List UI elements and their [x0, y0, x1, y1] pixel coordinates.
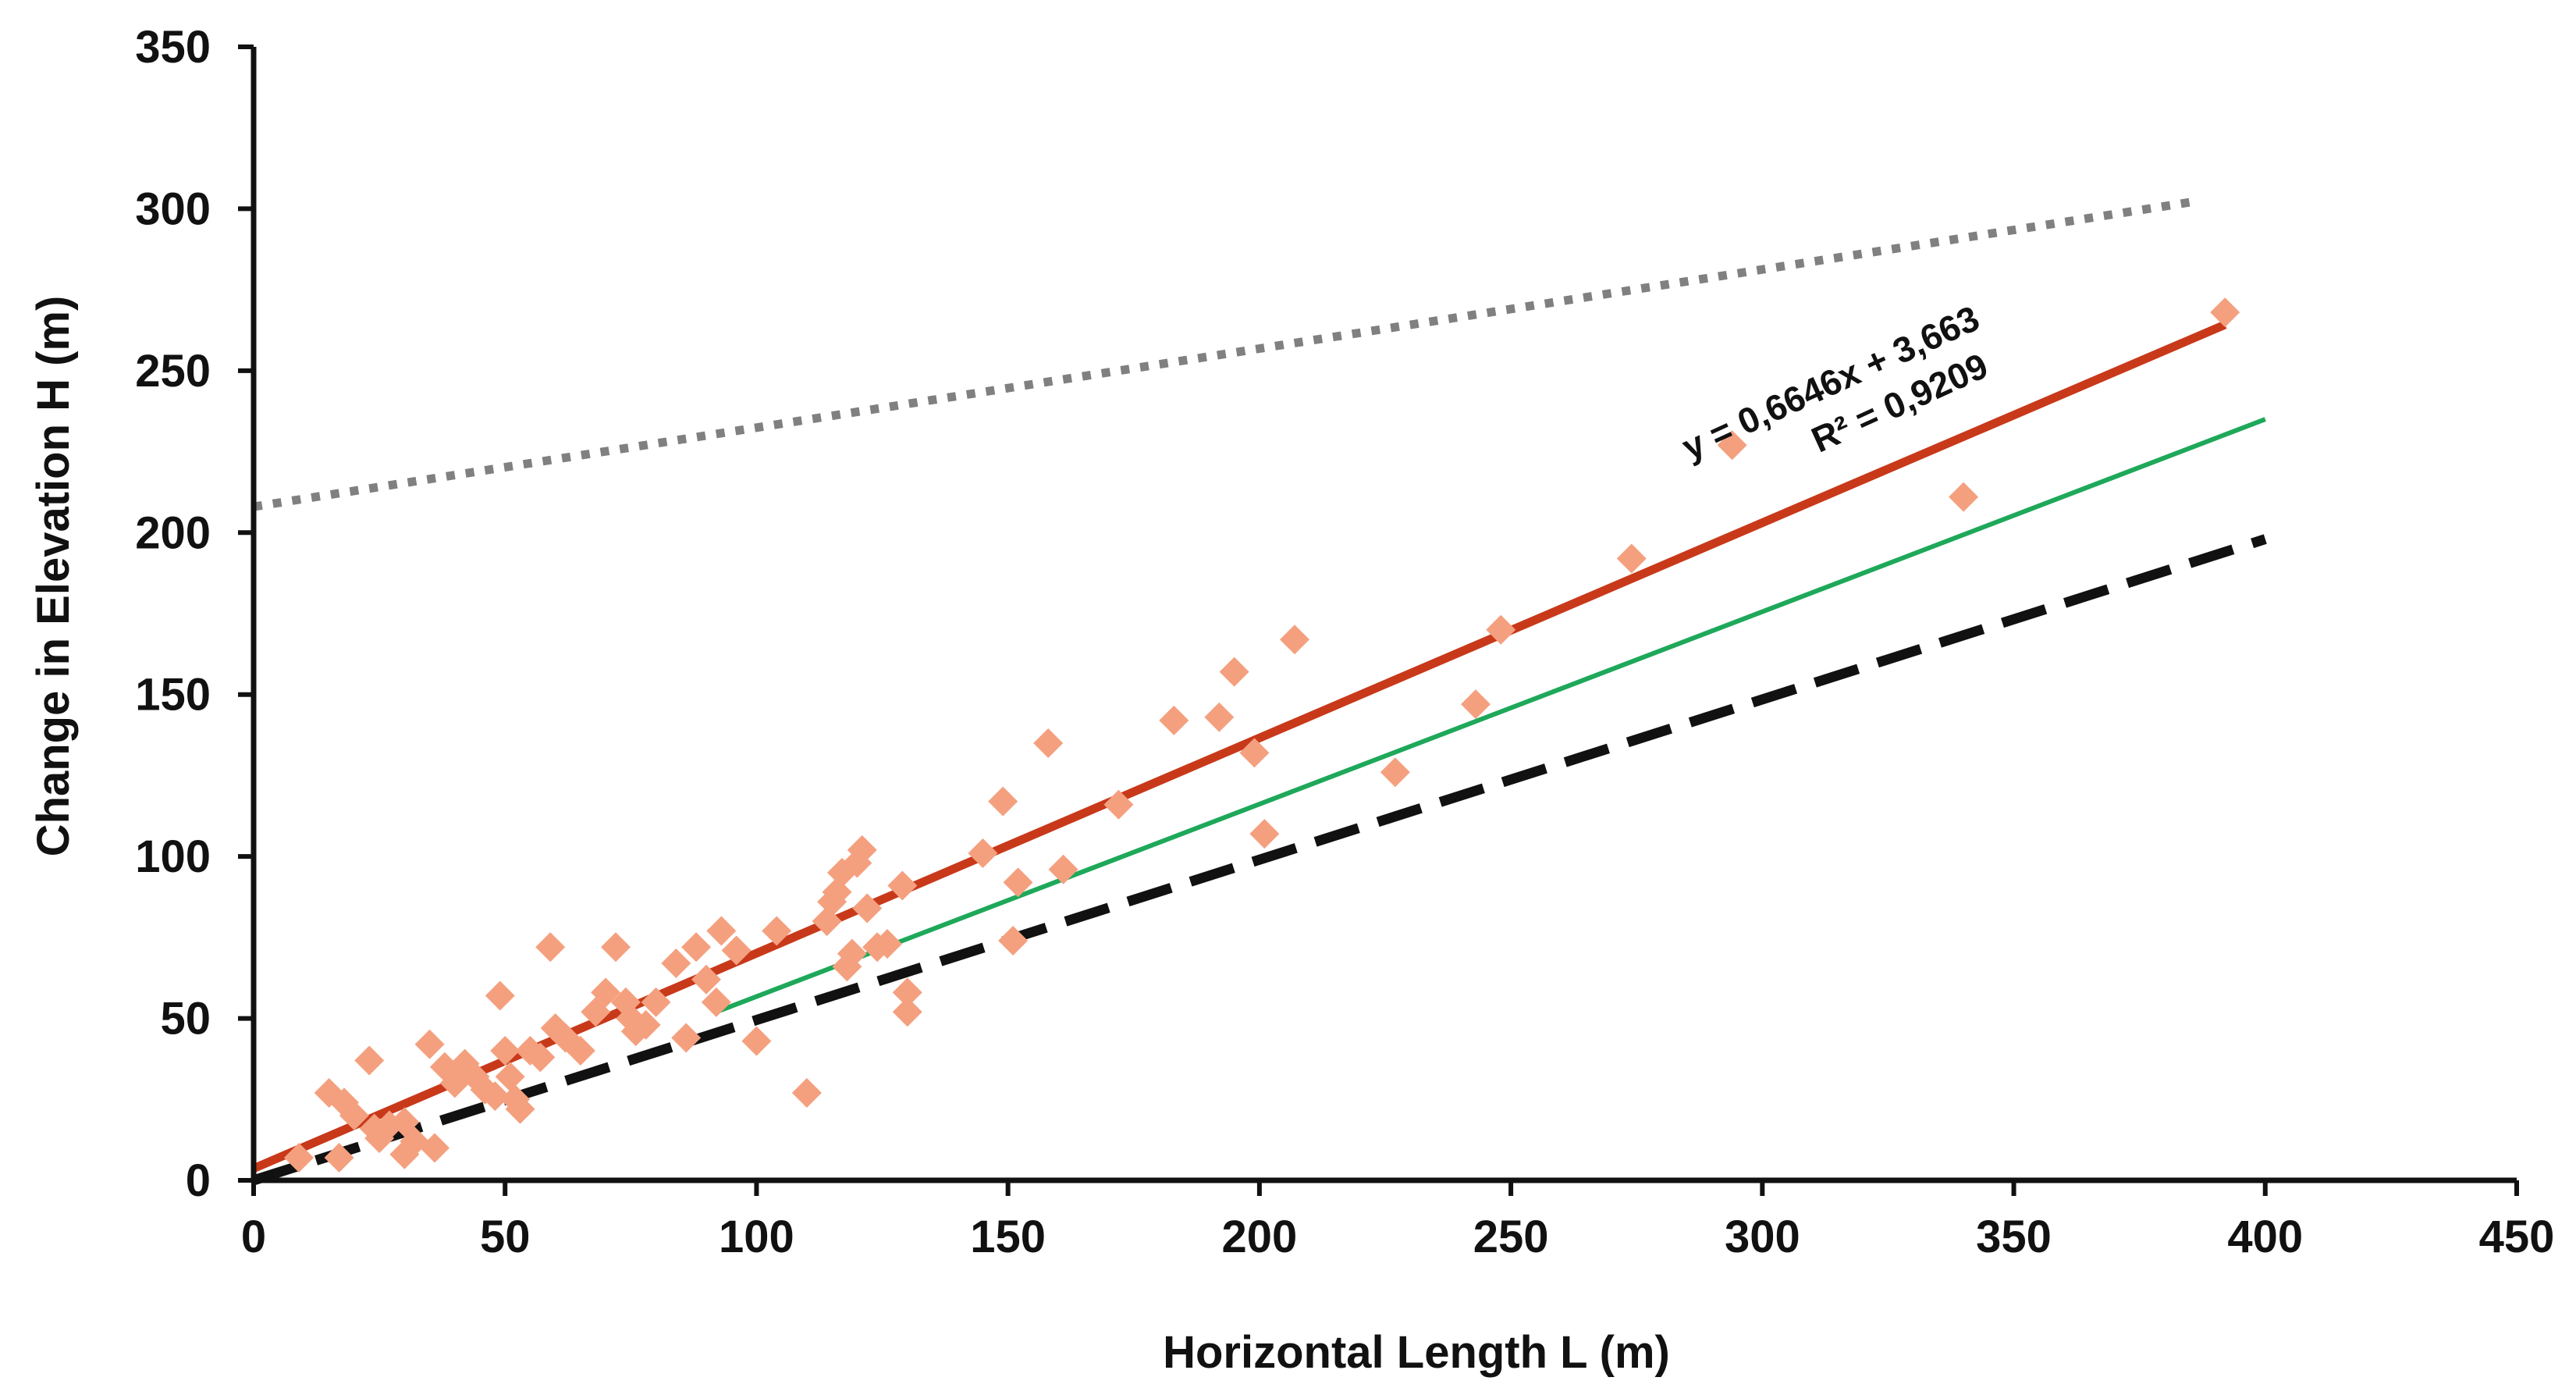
- data-point: [762, 916, 792, 946]
- data-point: [837, 938, 867, 969]
- dashed-line: [252, 534, 2267, 1186]
- data-point: [284, 1142, 314, 1173]
- axes: [250, 47, 2517, 1183]
- data-point: [1249, 819, 1280, 849]
- data-point: [1033, 728, 1064, 758]
- data-point: [505, 1094, 535, 1124]
- data-point: [535, 932, 566, 963]
- data-point: [892, 977, 922, 1008]
- data-point: [1239, 738, 1270, 768]
- y-tick-label: 150: [135, 670, 211, 721]
- data-point: [681, 932, 712, 963]
- data-point: [988, 786, 1018, 817]
- y-tick-label: 200: [135, 507, 211, 558]
- data-point: [641, 987, 671, 1017]
- y-tick-label: 100: [135, 831, 211, 882]
- data-point: [1380, 757, 1410, 788]
- data-point: [887, 870, 918, 901]
- data-point: [741, 1026, 772, 1056]
- data-point: [1461, 689, 1491, 720]
- fit-annotation: y = 0,6646x + 3,663 R² = 0,9209: [1676, 297, 1994, 468]
- x-tick-label: 250: [1473, 1212, 1549, 1262]
- data-point: [998, 926, 1029, 956]
- data-point: [791, 1077, 822, 1108]
- data-point: [1949, 482, 1979, 512]
- data-point: [1717, 430, 1747, 461]
- data-point: [631, 1009, 661, 1040]
- data-point: [1103, 789, 1134, 820]
- data-points: [284, 297, 2240, 1173]
- data-point: [485, 980, 515, 1011]
- data-point: [495, 1062, 525, 1092]
- y-axis-title: Change in Elevation H (m): [28, 296, 79, 857]
- data-point: [1280, 625, 1309, 655]
- x-tick-label: 350: [1976, 1212, 2052, 1262]
- data-point: [1219, 657, 1249, 687]
- x-tick-label: 100: [719, 1212, 794, 1262]
- data-point: [601, 932, 631, 963]
- data-point: [852, 893, 883, 923]
- data-point: [706, 916, 737, 946]
- data-point: [1003, 867, 1033, 898]
- x-tick-label: 150: [970, 1212, 1046, 1262]
- x-tick-label: 200: [1221, 1212, 1297, 1262]
- data-point: [721, 935, 751, 966]
- y-tick-label: 350: [135, 22, 211, 73]
- series-lines: [251, 198, 2267, 1186]
- data-point: [324, 1142, 354, 1173]
- y-tick-label: 0: [186, 1155, 211, 1206]
- data-point: [1486, 614, 1516, 645]
- x-tick-label: 50: [480, 1212, 531, 1262]
- data-point: [414, 1029, 445, 1059]
- data-point: [339, 1101, 369, 1131]
- dotted-line: [253, 198, 2190, 511]
- data-point: [671, 1023, 702, 1053]
- data-point: [1048, 854, 1078, 884]
- data-point: [565, 1036, 595, 1066]
- y-tick-label: 250: [135, 346, 211, 397]
- data-point: [480, 1081, 510, 1112]
- green-line: [715, 417, 2266, 1015]
- y-tick-label: 50: [160, 994, 211, 1044]
- data-point: [691, 964, 721, 995]
- data-point: [1159, 705, 1189, 735]
- data-point: [525, 1042, 556, 1073]
- x-axis-title: Horizontal Length L (m): [1163, 1327, 1670, 1378]
- data-point: [968, 838, 998, 868]
- x-tick-label: 0: [241, 1212, 266, 1262]
- y-tick-label: 300: [135, 183, 211, 234]
- data-point: [1616, 543, 1647, 574]
- data-point: [591, 977, 621, 1008]
- data-point: [2210, 297, 2240, 328]
- data-point: [490, 1036, 521, 1066]
- data-point: [354, 1045, 385, 1076]
- tick-labels: 0 50 100 150 200 250 300 350 400 450 0 50 100 150 200 2…: [135, 22, 2554, 1262]
- data-point: [420, 1133, 449, 1163]
- data-point: [847, 835, 877, 865]
- x-tick-label: 300: [1725, 1212, 1800, 1262]
- x-tick-label: 450: [2479, 1212, 2555, 1262]
- data-point: [661, 948, 691, 979]
- data-point: [892, 997, 922, 1027]
- x-tick-label: 400: [2227, 1212, 2303, 1262]
- linear-fit: [251, 320, 2227, 1173]
- data-point: [872, 929, 902, 959]
- data-point: [701, 987, 731, 1017]
- data-point: [1204, 702, 1235, 732]
